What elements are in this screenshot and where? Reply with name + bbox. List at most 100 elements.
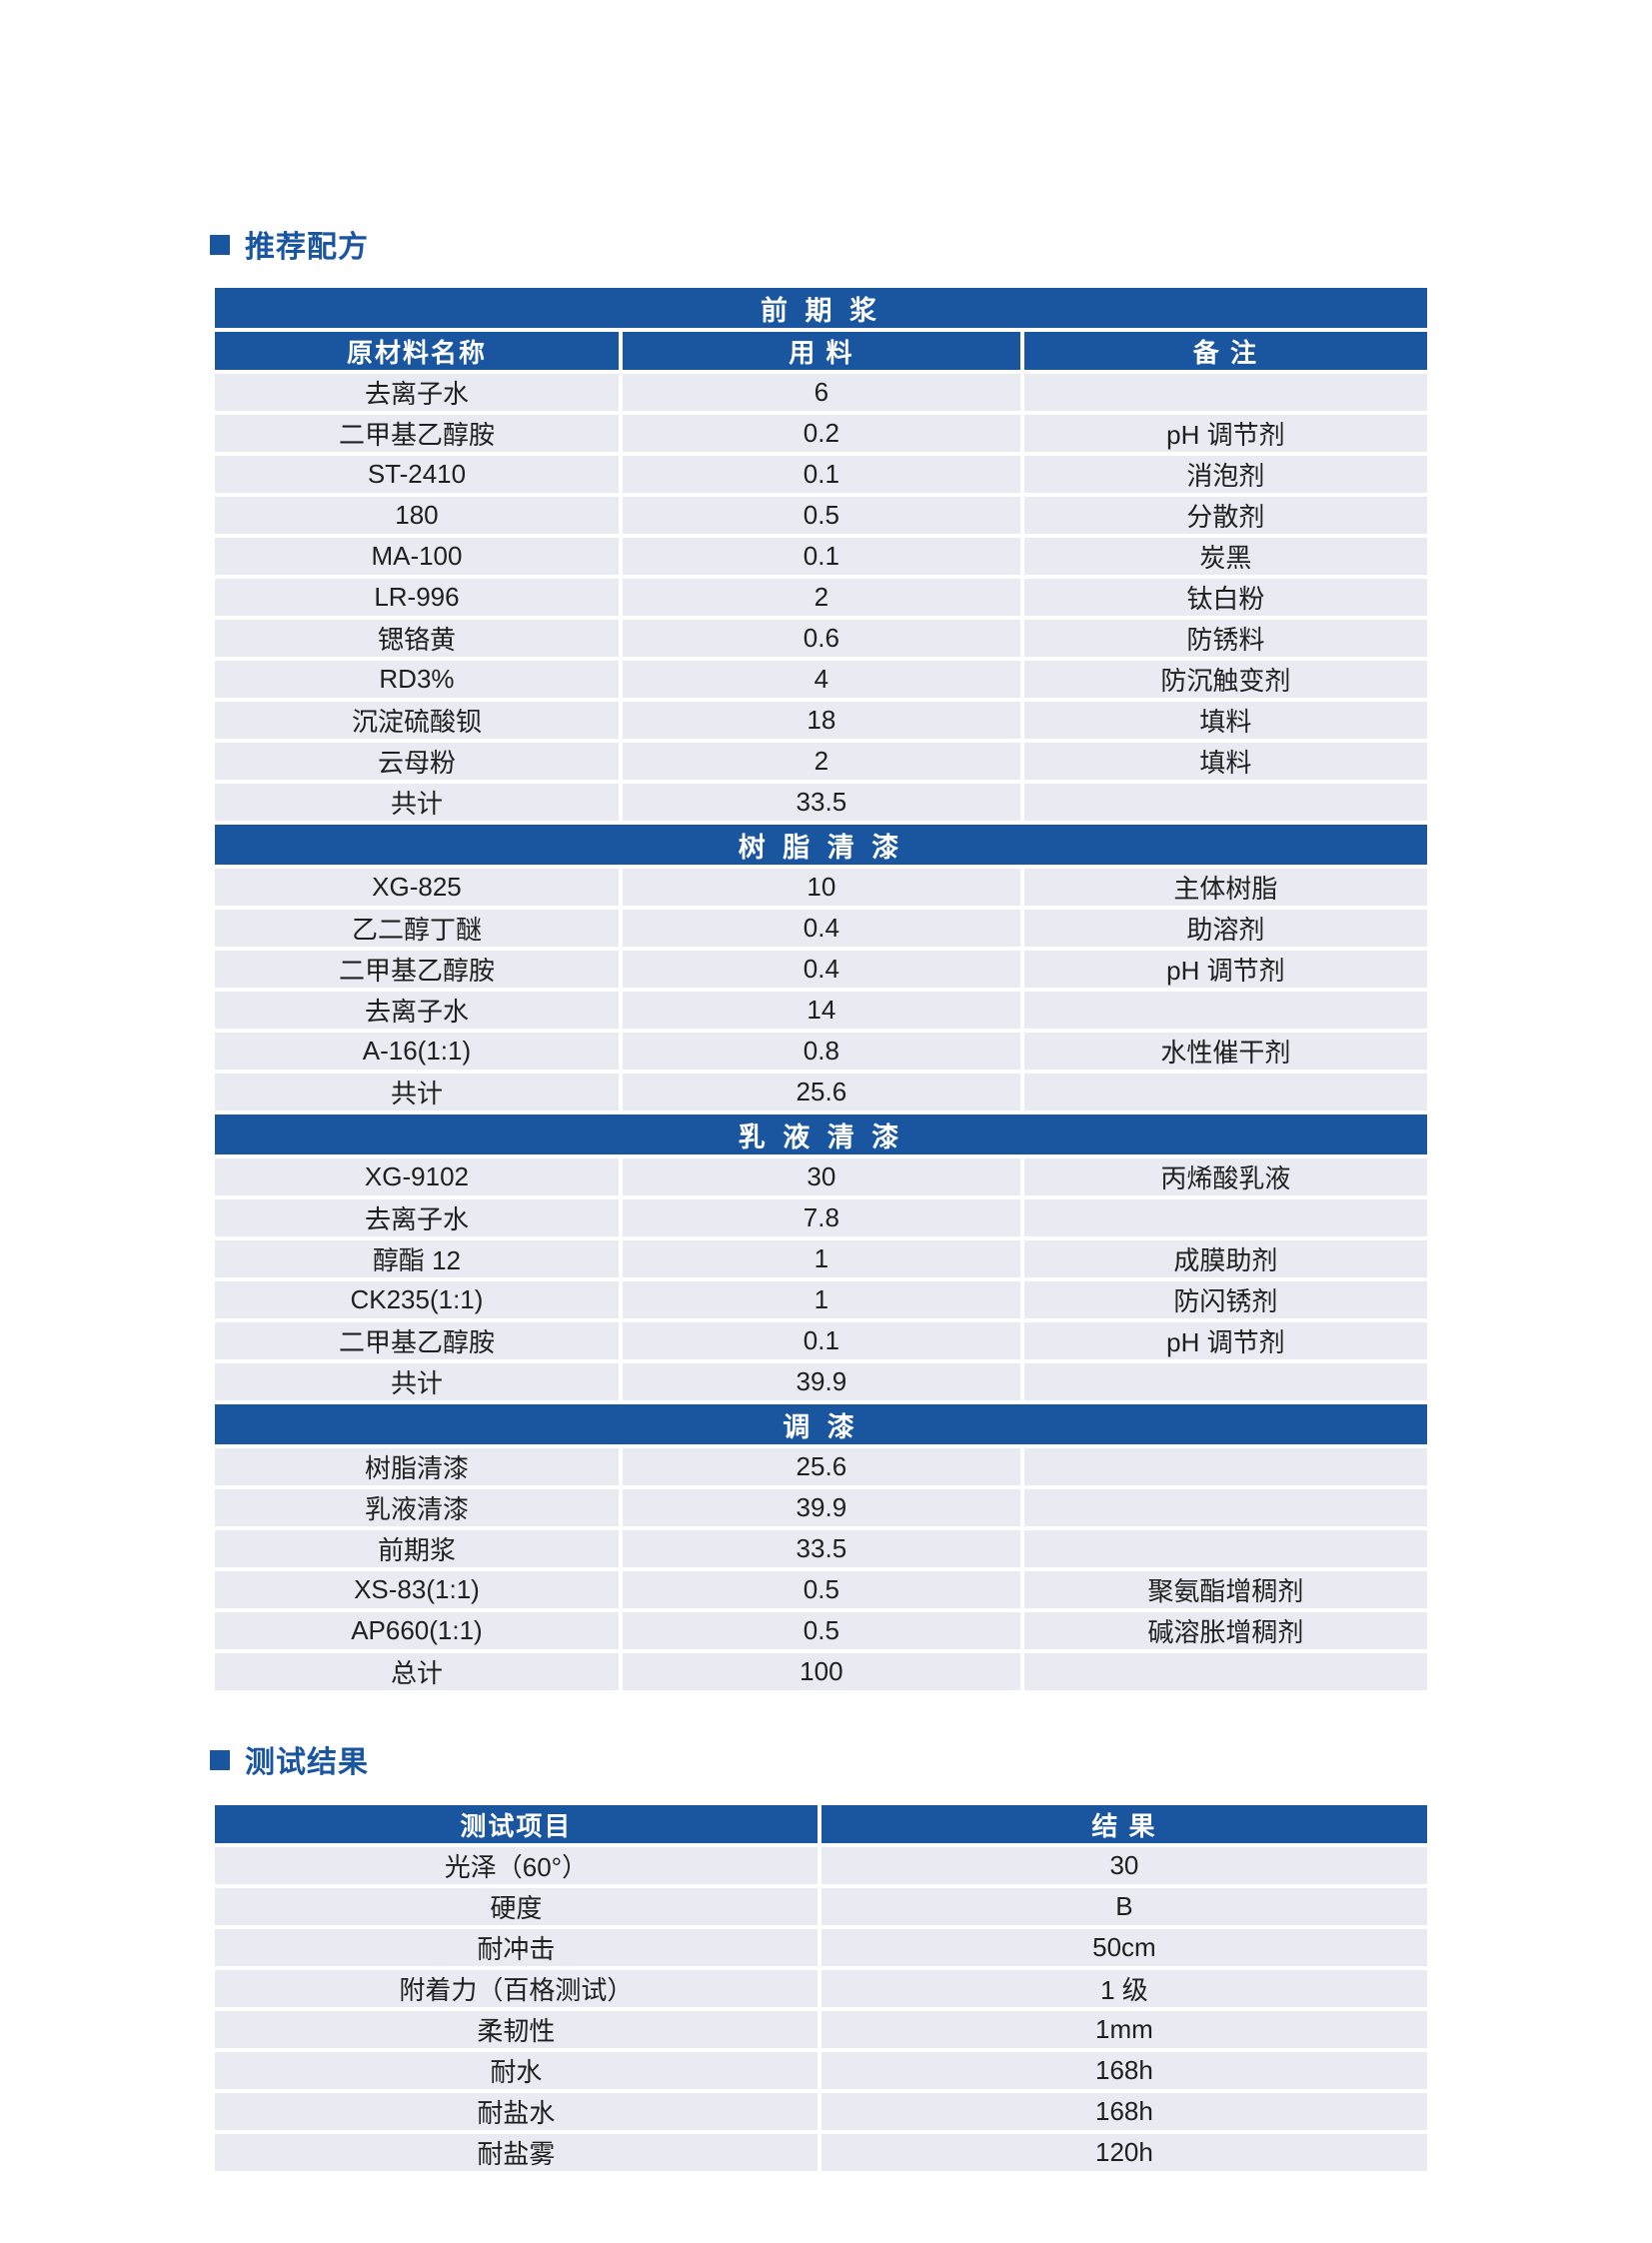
table-row: 180 0.5 分散剂 xyxy=(215,497,1427,534)
material-cell: 树脂清漆 xyxy=(215,1448,619,1485)
amount-cell: 0.4 xyxy=(622,951,1020,988)
square-bullet-icon xyxy=(210,1750,230,1770)
amount-cell: 14 xyxy=(622,992,1020,1029)
table-row: LR-996 2 钛白粉 xyxy=(215,579,1427,616)
table-row: 共计 33.5 xyxy=(215,784,1427,821)
table-row: 树脂清漆 25.6 xyxy=(215,1448,1427,1485)
result-cell: 120h xyxy=(821,2134,1427,2171)
remark-cell xyxy=(1023,784,1427,821)
amount-cell: 2 xyxy=(622,743,1020,780)
formula-section-title-text: 推荐配方 xyxy=(245,231,369,264)
amount-cell: 2 xyxy=(622,579,1020,616)
amount-cell: 0.5 xyxy=(622,1612,1020,1649)
column-header-cell: 备 注 xyxy=(1023,332,1427,370)
table-row: RD3% 4 防沉触变剂 xyxy=(215,661,1427,698)
table-row: A-16(1:1) 0.8 水性催干剂 xyxy=(215,1033,1427,1070)
remark-cell xyxy=(1023,374,1427,411)
amount-cell: 7.8 xyxy=(622,1199,1020,1236)
table-row: 耐盐雾 120h xyxy=(215,2134,1427,2171)
section-bar: 调 漆 xyxy=(215,1404,1427,1444)
material-cell: 二甲基乙醇胺 xyxy=(215,415,619,452)
amount-cell: 33.5 xyxy=(622,1530,1020,1567)
amount-cell: 39.9 xyxy=(622,1489,1020,1526)
result-cell: 30 xyxy=(821,1847,1427,1884)
section-title-formula: 推荐配方 xyxy=(210,222,369,266)
material-cell: 去离子水 xyxy=(215,1199,619,1236)
table-row: AP660(1:1) 0.5 碱溶胀增稠剂 xyxy=(215,1612,1427,1649)
remark-cell xyxy=(1023,992,1427,1029)
table-row: 云母粉 2 填料 xyxy=(215,743,1427,780)
remark-cell: 主体树脂 xyxy=(1023,869,1427,906)
test-item-cell: 耐冲击 xyxy=(215,1929,818,1966)
amount-cell: 0.1 xyxy=(622,1322,1020,1359)
table-row: ST-2410 0.1 消泡剂 xyxy=(215,456,1427,493)
amount-cell: 0.5 xyxy=(622,1571,1020,1608)
remark-cell xyxy=(1023,1074,1427,1111)
remark-cell: pH 调节剂 xyxy=(1023,951,1427,988)
material-cell: 乙二醇丁醚 xyxy=(215,910,619,947)
column-header-row: 原材料名称用 料备 注 xyxy=(215,332,1427,370)
remark-cell: 防锈料 xyxy=(1023,620,1427,657)
section-bar: 前 期 浆 xyxy=(215,288,1427,328)
remark-cell xyxy=(1023,1653,1427,1690)
remark-cell xyxy=(1023,1448,1427,1485)
amount-cell: 1 xyxy=(622,1240,1020,1277)
table-row: XG-9102 30 丙烯酸乳液 xyxy=(215,1158,1427,1195)
remark-cell: 成膜助剂 xyxy=(1023,1240,1427,1277)
remark-cell: pH 调节剂 xyxy=(1023,1322,1427,1359)
remark-cell: 消泡剂 xyxy=(1023,456,1427,493)
square-bullet-icon xyxy=(210,235,230,255)
table-row: 硬度 B xyxy=(215,1888,1427,1925)
column-header-cell: 测试项目 xyxy=(215,1805,818,1843)
column-header-row: 测试项目结 果 xyxy=(215,1805,1427,1843)
remark-cell xyxy=(1023,1199,1427,1236)
table-row: 前期浆 33.5 xyxy=(215,1530,1427,1567)
column-header-cell: 用 料 xyxy=(622,332,1020,370)
column-header-cell: 结 果 xyxy=(821,1805,1427,1843)
material-cell: A-16(1:1) xyxy=(215,1033,619,1070)
table-row: 共计 25.6 xyxy=(215,1074,1427,1111)
amount-cell: 0.6 xyxy=(622,620,1020,657)
amount-cell: 100 xyxy=(622,1653,1020,1690)
amount-cell: 25.6 xyxy=(622,1448,1020,1485)
remark-cell xyxy=(1023,1530,1427,1567)
section-bar: 树 脂 清 漆 xyxy=(215,825,1427,865)
amount-cell: 1 xyxy=(622,1281,1020,1318)
amount-cell: 0.1 xyxy=(622,456,1020,493)
material-cell: 共计 xyxy=(215,784,619,821)
material-cell: XS-83(1:1) xyxy=(215,1571,619,1608)
remark-cell: 防闪锈剂 xyxy=(1023,1281,1427,1318)
material-cell: 去离子水 xyxy=(215,992,619,1029)
material-cell: AP660(1:1) xyxy=(215,1612,619,1649)
table-row: 去离子水 7.8 xyxy=(215,1199,1427,1236)
table-row: 耐盐水 168h xyxy=(215,2093,1427,2130)
remark-cell: 钛白粉 xyxy=(1023,579,1427,616)
table-row: 总计 100 xyxy=(215,1653,1427,1690)
material-cell: XG-9102 xyxy=(215,1158,619,1195)
table-row: 二甲基乙醇胺 0.1 pH 调节剂 xyxy=(215,1322,1427,1359)
material-cell: 二甲基乙醇胺 xyxy=(215,1322,619,1359)
table-row: 乙二醇丁醚 0.4 助溶剂 xyxy=(215,910,1427,947)
remark-cell: 炭黑 xyxy=(1023,538,1427,575)
material-cell: 二甲基乙醇胺 xyxy=(215,951,619,988)
test-item-cell: 耐水 xyxy=(215,2052,818,2089)
table-row: 耐水 168h xyxy=(215,2052,1427,2089)
remark-cell: 碱溶胀增稠剂 xyxy=(1023,1612,1427,1649)
test-item-cell: 附着力（百格测试） xyxy=(215,1970,818,2007)
material-cell: 云母粉 xyxy=(215,743,619,780)
table-row: 光泽（60°） 30 xyxy=(215,1847,1427,1884)
result-cell: 1 级 xyxy=(821,1970,1427,2007)
material-cell: 180 xyxy=(215,497,619,534)
table-row: 乳液清漆 39.9 xyxy=(215,1489,1427,1526)
material-cell: 沉淀硫酸钡 xyxy=(215,702,619,739)
section-title-results: 测试结果 xyxy=(210,1737,369,1781)
result-cell: B xyxy=(821,1888,1427,1925)
result-cell: 1mm xyxy=(821,2011,1427,2048)
amount-cell: 39.9 xyxy=(622,1363,1020,1400)
table-row: XS-83(1:1) 0.5 聚氨酯增稠剂 xyxy=(215,1571,1427,1608)
result-cell: 168h xyxy=(821,2052,1427,2089)
remark-cell: 填料 xyxy=(1023,743,1427,780)
material-cell: LR-996 xyxy=(215,579,619,616)
remark-cell: 聚氨酯增稠剂 xyxy=(1023,1571,1427,1608)
